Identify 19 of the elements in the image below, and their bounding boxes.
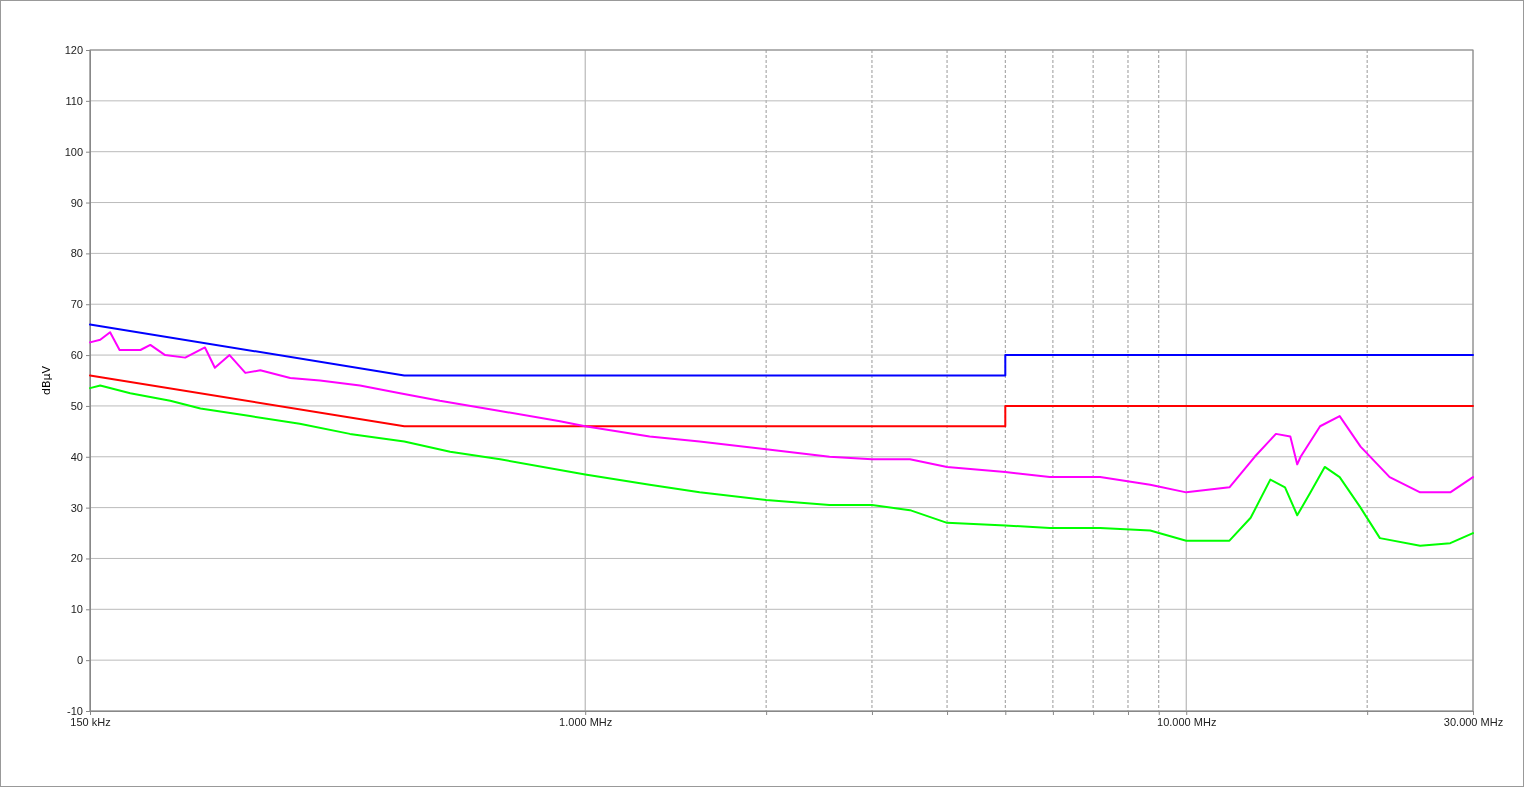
y-tick-label: 80 bbox=[70, 247, 83, 260]
y-tick-label: 60 bbox=[70, 349, 83, 362]
x-tick-label: 1.000 MHz bbox=[559, 715, 613, 728]
y-tick-label: 10 bbox=[70, 603, 83, 616]
y-tick-label: -10 bbox=[67, 705, 83, 718]
y-tick-label: 0 bbox=[76, 654, 83, 667]
y-tick-label: 90 bbox=[70, 196, 83, 209]
y-tick-label: 40 bbox=[70, 450, 83, 463]
y-tick-label: 110 bbox=[65, 94, 83, 107]
y-tick-label: 120 bbox=[64, 44, 83, 57]
x-tick-label: 10.000 MHz bbox=[1157, 715, 1217, 728]
x-tick-label: 30.000 MHz bbox=[1443, 715, 1504, 728]
y-tick-label: 20 bbox=[70, 552, 83, 565]
y-axis-title: dBµV bbox=[40, 365, 53, 396]
y-tick-label: 50 bbox=[70, 399, 83, 412]
x-tick-label: 150 kHz bbox=[70, 715, 111, 728]
y-tick-label: 70 bbox=[70, 298, 83, 311]
y-tick-label: 100 bbox=[64, 145, 83, 158]
y-tick-label: 30 bbox=[70, 501, 83, 514]
